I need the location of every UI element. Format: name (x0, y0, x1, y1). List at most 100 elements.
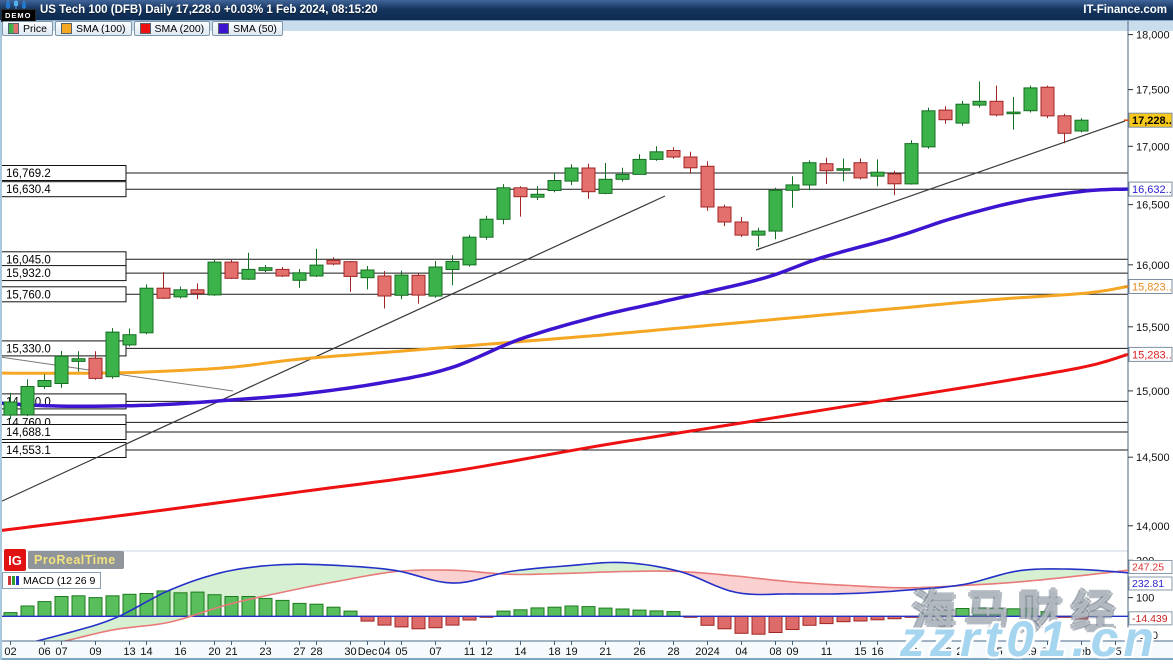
candle[interactable] (717, 206, 732, 223)
date-axis[interactable]: 02 06 07 09 13 14 16 20 21 23 27 28 30 Dec 04 05 07 11 12 1… (0, 640, 1173, 658)
candle[interactable] (666, 150, 681, 158)
candle[interactable] (904, 143, 919, 185)
macd-histogram-bar[interactable] (71, 595, 86, 617)
candle[interactable] (581, 167, 596, 193)
macd-histogram-bar[interactable] (275, 599, 290, 617)
candle[interactable] (275, 268, 290, 277)
candle[interactable] (241, 268, 256, 280)
macd-histogram-bar[interactable] (496, 610, 511, 617)
trendline[interactable] (0, 195, 666, 503)
candle[interactable] (734, 221, 749, 236)
macd-histogram-bar[interactable] (751, 615, 766, 635)
macd-line[interactable] (0, 561, 1128, 650)
candle[interactable] (462, 236, 477, 266)
macd-histogram-bar[interactable] (972, 607, 987, 617)
macd-histogram-bar[interactable] (173, 592, 188, 617)
legend-item-price[interactable]: Price (2, 21, 53, 36)
candle[interactable] (326, 259, 341, 265)
price-axis[interactable]: 18,000 17,500 17,000 16,500 16,000 15,500 15,0… (1124, 20, 1173, 659)
candle[interactable] (513, 187, 528, 198)
macd-histogram-bar[interactable] (1023, 607, 1038, 617)
candle[interactable] (207, 261, 222, 296)
macd-histogram-bar[interactable] (513, 609, 528, 617)
candle[interactable] (292, 272, 307, 281)
macd-histogram-bar[interactable] (955, 608, 970, 617)
candle[interactable] (173, 289, 188, 298)
candle[interactable] (819, 163, 834, 172)
candle[interactable] (1023, 87, 1038, 112)
macd-histogram-bar[interactable] (853, 615, 868, 622)
macd-histogram-bar[interactable] (105, 595, 120, 617)
macd-histogram-bar[interactable] (445, 615, 460, 626)
candle[interactable] (1074, 119, 1089, 132)
candle[interactable] (785, 184, 800, 191)
candle[interactable] (20, 386, 35, 416)
candle[interactable] (377, 275, 392, 297)
candle[interactable] (360, 269, 375, 279)
macd-histogram-bar[interactable] (20, 605, 35, 617)
site-link[interactable]: IT-Finance.com (1083, 4, 1167, 16)
sma100-line[interactable] (0, 285, 1130, 375)
candle[interactable] (190, 289, 205, 294)
macd-histogram-bar[interactable] (54, 596, 69, 617)
candle[interactable] (54, 355, 69, 384)
macd-histogram-bar[interactable] (632, 609, 647, 617)
macd-histogram-bar[interactable] (309, 603, 324, 617)
legend-item-sma200[interactable]: SMA (200) (133, 21, 211, 36)
macd-histogram-bar[interactable] (37, 601, 52, 617)
candle[interactable] (1057, 115, 1072, 134)
macd-histogram-bar[interactable] (717, 615, 732, 630)
candle[interactable] (768, 189, 783, 232)
candle[interactable] (530, 193, 545, 198)
macd-histogram-bar[interactable] (326, 606, 341, 617)
macd-histogram-bar[interactable] (581, 606, 596, 617)
macd-histogram-bar[interactable] (819, 615, 834, 625)
macd-histogram-bar[interactable] (530, 607, 545, 617)
candle[interactable] (139, 287, 154, 334)
candle[interactable] (394, 274, 409, 296)
candle[interactable] (632, 158, 647, 175)
candle[interactable] (122, 334, 137, 346)
macd-histogram-bar[interactable] (802, 615, 817, 626)
candle[interactable] (751, 230, 766, 236)
legend-item-sma50[interactable]: SMA (50) (212, 21, 283, 36)
candle[interactable] (802, 162, 817, 186)
macd-histogram-bar[interactable] (1006, 608, 1021, 617)
macd-histogram-bar[interactable] (428, 615, 443, 629)
macd-histogram-bar[interactable] (224, 596, 239, 617)
candle[interactable] (496, 187, 511, 220)
sma200-line[interactable] (0, 352, 1130, 533)
candle[interactable] (972, 100, 987, 106)
macd-histogram-bar[interactable] (394, 615, 409, 628)
candle[interactable] (683, 156, 698, 169)
macd-histogram-bar[interactable] (292, 602, 307, 617)
candle[interactable] (88, 357, 103, 379)
candle[interactable] (71, 358, 86, 362)
candle[interactable] (649, 151, 664, 160)
macd-histogram-bar[interactable] (598, 607, 613, 617)
candle[interactable] (1040, 86, 1055, 117)
macd-histogram-bar[interactable] (785, 615, 800, 630)
candle[interactable] (921, 110, 936, 148)
candle[interactable] (309, 264, 324, 277)
legend-item-sma100[interactable]: SMA (100) (54, 21, 132, 36)
macd-indicator-label[interactable]: MACD (12 26 9 (2, 572, 102, 589)
candle[interactable] (615, 173, 630, 180)
candle[interactable] (938, 109, 953, 121)
sma50-line[interactable] (0, 187, 1130, 408)
macd-histogram-bar[interactable] (836, 615, 851, 623)
candle[interactable] (598, 178, 613, 194)
macd-histogram-bar[interactable] (734, 615, 749, 634)
candle[interactable] (547, 180, 562, 191)
candle[interactable] (870, 171, 885, 177)
candle[interactable] (836, 168, 851, 171)
macd-histogram-bar[interactable] (989, 607, 1004, 617)
candle[interactable] (853, 162, 868, 179)
macd-histogram-bar[interactable] (615, 608, 630, 617)
candle[interactable] (37, 380, 52, 387)
macd-histogram-bar[interactable] (938, 610, 953, 617)
macd-histogram-bar[interactable] (207, 594, 222, 617)
candle[interactable] (445, 260, 460, 270)
macd-histogram-bar[interactable] (649, 610, 664, 617)
